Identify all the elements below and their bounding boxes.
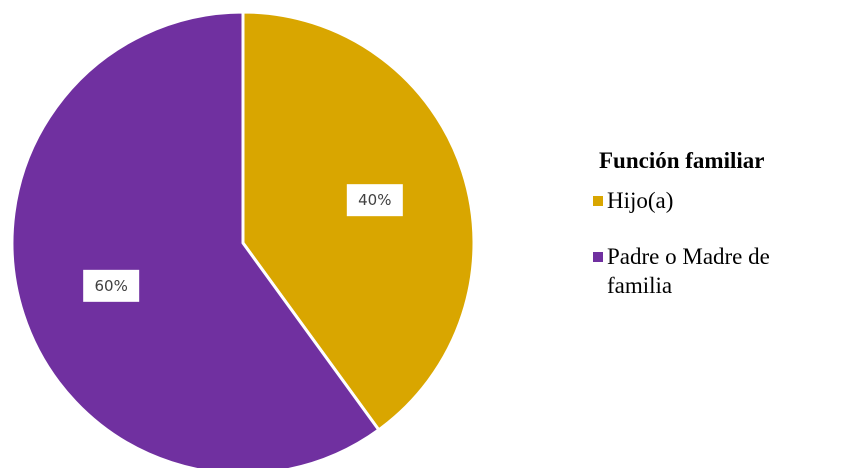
legend-title: Función familiar <box>599 148 765 173</box>
pie-slice-padre-madre <box>10 10 381 468</box>
legend-entry-padre-madre: Padre o Madre de familia <box>593 242 838 300</box>
legend-label-padre-madre: Padre o Madre de familia <box>607 244 770 298</box>
legend-label-hijo: Hijo(a) <box>607 188 674 213</box>
legend-swatch-padre-madre <box>593 252 603 262</box>
legend-swatch-hijo <box>593 196 603 206</box>
data-label-box-padre-madre <box>83 269 140 302</box>
data-label-text-hijo: 40% <box>358 191 391 209</box>
data-label-hijo: 40% <box>346 184 403 217</box>
data-label-padre-madre: 60% <box>83 269 140 302</box>
legend: Función familiar Hijo(a) Padre o Madre d… <box>593 144 838 327</box>
pie-slice-hijo <box>241 10 476 432</box>
legend-entry-hijo: Hijo(a) <box>593 186 838 215</box>
data-label-text-padre-madre: 60% <box>95 277 128 295</box>
data-label-box-hijo <box>346 184 403 217</box>
